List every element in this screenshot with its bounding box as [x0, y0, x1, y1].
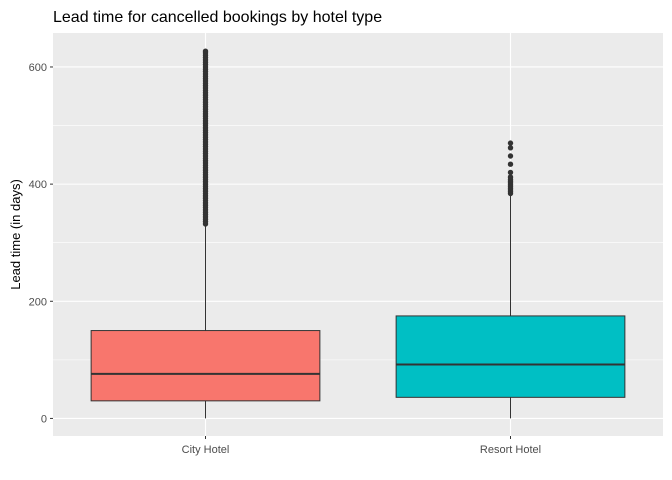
chart-title: Lead time for cancelled bookings by hote… [53, 9, 382, 26]
y-tick-label: 600 [29, 62, 47, 74]
box-city-hotel [90, 48, 321, 419]
x-tick-label: Resort Hotel [480, 444, 541, 456]
y-axis-title: Lead time (in days) [8, 179, 23, 290]
y-axis: 0 200 400 600 [29, 62, 53, 425]
outlier-point [507, 145, 514, 151]
boxes [90, 48, 626, 419]
box-body [395, 315, 626, 398]
outlier-point [507, 169, 514, 176]
x-tick-label: City Hotel [182, 444, 230, 456]
y-tick-label: 400 [29, 179, 47, 191]
y-tick-label: 0 [41, 413, 47, 425]
outlier-point [507, 153, 514, 159]
x-axis: City Hotel Resort Hotel [182, 436, 541, 456]
y-tick-label: 200 [29, 296, 47, 308]
outlier-point [507, 140, 514, 146]
box-body [90, 330, 321, 402]
box-resort-hotel [395, 140, 626, 419]
outlier-point [507, 161, 514, 167]
outlier-point [202, 48, 209, 54]
outlier-point [507, 174, 514, 180]
